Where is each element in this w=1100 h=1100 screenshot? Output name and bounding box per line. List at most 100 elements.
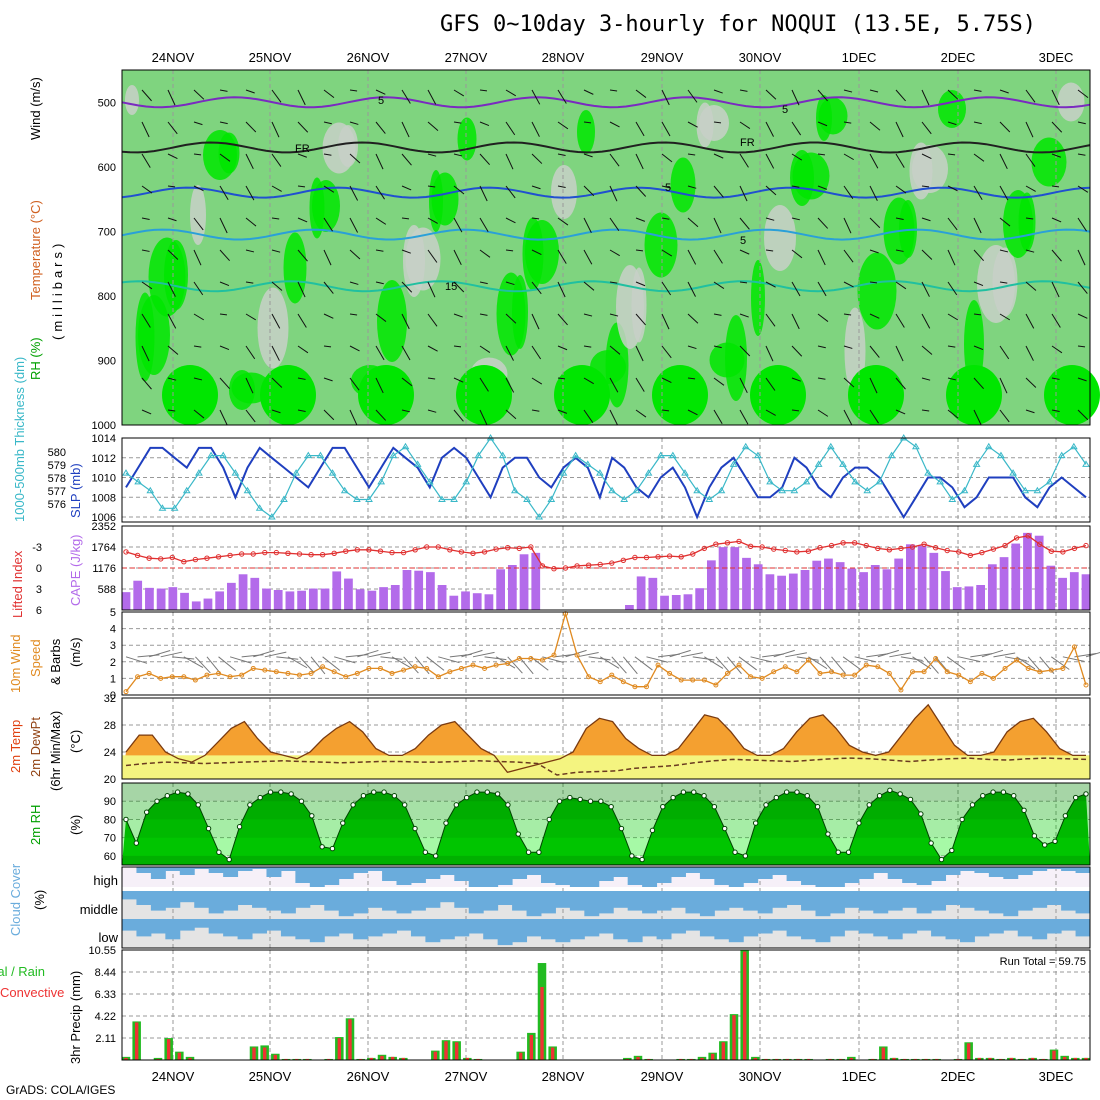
precip-convective-bar [988,1057,992,1060]
contour-label: FR [295,143,310,155]
wind-barb [921,217,931,222]
cloud-cover-bar [338,867,354,879]
wind-barb [453,249,462,266]
wind-barb [141,409,152,415]
rh-area [122,790,1090,865]
thickness-point [389,451,398,459]
wind-barb [921,345,933,355]
wind-barb [375,249,384,252]
precip-convective-bar [892,1057,896,1060]
cape-bar [519,554,529,610]
wind-speed-point [343,674,349,680]
temp-tick: 24 [104,747,116,759]
wind-barb-10m [183,656,204,669]
precip-convective-bar [348,1019,352,1060]
lifted-index-point [713,541,719,547]
cloud-cover-bar [309,919,325,943]
slp-tick: 1012 [92,453,116,465]
cape-bar [742,557,751,610]
wind-barb [817,409,829,417]
wind-barb-10m [380,656,403,660]
precip-convective-bar [710,1053,715,1060]
wind-speed-point [701,677,707,683]
precip-convective-bar [838,1058,843,1060]
wind-barb [427,153,437,157]
wind-barb-10m [229,656,252,664]
rh-point [247,802,253,808]
wind-barb [583,409,594,423]
wind-barb-10m [981,649,1004,658]
date-label-top: 25NOV [249,50,292,65]
thickness-point [644,469,653,476]
wind-barb [999,153,1008,170]
wind-barb [453,313,463,318]
thickness-point [851,477,859,485]
wind-barb [973,345,984,351]
thickness-point [984,442,993,450]
panel-frame [121,866,1091,949]
precip-convective-bar [518,1052,523,1060]
precip-convective-bar [753,1057,758,1060]
rh-point [1031,833,1038,839]
wind-barb [271,281,283,291]
cape-bar [718,547,728,610]
rh-point [432,853,439,859]
wind-barb [869,409,879,424]
rh-point [371,789,377,795]
wind-barb [817,281,827,297]
precip-convective-bar [902,1058,907,1060]
rh-point [350,802,356,808]
wind-barb [557,281,566,298]
cloud-cover-bar [743,891,759,911]
wind-barb-10m [750,656,773,663]
cloud-cover-bar [396,891,412,914]
wind-barb [791,249,803,259]
wind-barb [635,409,647,418]
wind-barb [947,409,959,419]
lifted-index-point [516,545,522,552]
wind-barb [583,153,593,158]
wind-barb [713,377,725,386]
cloud-cover-bar [598,891,614,914]
lifted-index-point [886,547,893,553]
wind-barb [271,217,280,220]
date-label-top: 30NOV [739,50,782,65]
rh-point [236,824,243,830]
wind-barb [999,345,1010,360]
cloud-cover-bar [425,891,441,908]
lifted-index-point [817,545,823,551]
wind-barb [219,377,231,390]
rh-point [536,849,542,855]
wind-barb [375,217,387,225]
rh-band [122,783,1090,802]
cape-bar [531,552,541,610]
wind-barb [739,345,751,357]
thickness-point [766,477,774,485]
cloud-cover-bar [959,919,975,943]
lifted-index-point [828,542,835,549]
rh-patch [670,157,696,213]
wind-barb-10m [669,649,691,658]
cloud-cover-bar [324,891,340,911]
wind-barb [141,249,150,252]
millibars-axis-label: (millibars) [50,240,65,340]
rh-patch [577,110,595,154]
wind-barb [375,345,385,361]
precip-convective-bar [870,1058,875,1060]
lifted-index-point [1048,548,1055,554]
wind-barb [1051,217,1062,223]
rh-point [309,813,315,819]
rh-axis-label: RH (%) [28,337,43,380]
thickness-point [413,460,422,467]
panel-frame [121,611,1091,696]
rh-point [505,802,511,808]
wind-barb [765,185,777,196]
wind-barb [141,217,150,221]
wind-speed-point [377,665,383,671]
wind-barb [219,281,230,287]
wind-barb [895,345,904,362]
wind-barb-10m [1039,656,1055,674]
cloud-cover-bar [324,919,340,937]
cloud-cover-bar [627,867,643,885]
thickness-point [535,513,544,520]
